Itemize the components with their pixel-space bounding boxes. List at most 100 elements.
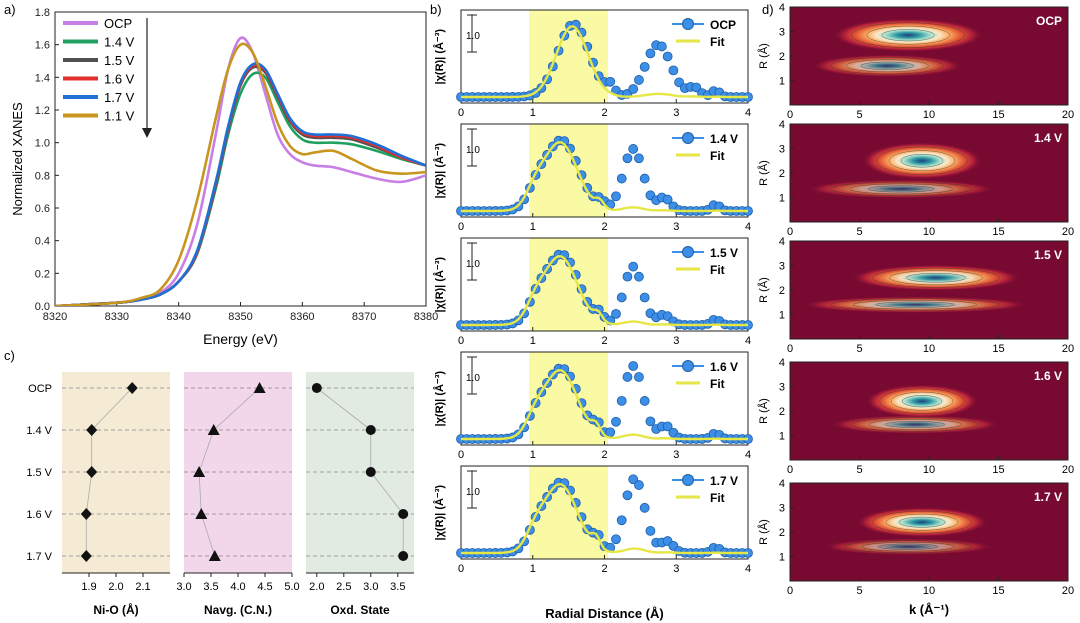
data-point bbox=[639, 292, 650, 303]
x-tick-label: 3.5 bbox=[390, 581, 405, 593]
contour-line bbox=[830, 181, 972, 197]
x-tick-label: 4 bbox=[745, 221, 751, 233]
x-tick-label: 0 bbox=[787, 585, 793, 597]
scale-label: 1.0 bbox=[466, 145, 480, 156]
x-tick-label: 8350 bbox=[228, 311, 252, 323]
data-point bbox=[634, 271, 644, 282]
panel-b-label: b) bbox=[430, 2, 442, 17]
y-tick-label: 3 bbox=[779, 503, 785, 515]
contour-line bbox=[830, 298, 1000, 312]
contour-line bbox=[851, 22, 965, 48]
x-tick-label: 10 bbox=[923, 585, 935, 597]
contour-line bbox=[888, 150, 956, 172]
exafs-subplot: 0 1 2 3 4 |χ(R)| (Å⁻³) 1.0 1.6 V Fit bbox=[433, 351, 753, 461]
x-tick-label: 1 bbox=[530, 563, 536, 575]
fit-window-shade bbox=[529, 124, 609, 217]
y-axis-label: |χ(R)| (Å⁻³) bbox=[433, 143, 446, 199]
x-axis-label: Radial Distance (Å) bbox=[545, 606, 663, 621]
y-axis-label: R (Å) bbox=[757, 398, 770, 424]
fit-line bbox=[461, 141, 748, 213]
contour-line bbox=[875, 301, 955, 308]
y-tick-label: 2 bbox=[779, 406, 785, 418]
y-tick-label: 4 bbox=[779, 119, 785, 131]
y-axis-label: |χ(R)| (Å⁻³) bbox=[433, 257, 446, 313]
wavelet-map: 0 5 10 15 20 1 2 3 4 R (Å) OCP bbox=[757, 2, 1074, 121]
data-marker bbox=[126, 382, 138, 394]
x-tick-label: 1 bbox=[530, 449, 536, 461]
data-point bbox=[657, 41, 667, 52]
fit-line bbox=[461, 483, 748, 555]
fit-line bbox=[461, 24, 748, 99]
data-marker bbox=[86, 466, 98, 478]
data-point bbox=[616, 395, 627, 406]
y-tick-label: 4 bbox=[779, 357, 785, 369]
intensity-blob bbox=[802, 296, 1028, 313]
fit-line bbox=[461, 255, 748, 327]
x-tick-label: 0 bbox=[787, 226, 793, 238]
x-tick-label: 10 bbox=[923, 226, 935, 238]
data-marker bbox=[80, 508, 92, 520]
scale-label: 1.0 bbox=[466, 259, 480, 270]
fit-line bbox=[461, 369, 748, 441]
x-tick-label: 5 bbox=[856, 585, 862, 597]
x-tick-label: 4.0 bbox=[230, 581, 245, 593]
data-point bbox=[668, 65, 679, 76]
fit-window-shade bbox=[529, 238, 609, 331]
x-tick-label: 20 bbox=[1062, 343, 1074, 355]
scale-label: 1.0 bbox=[466, 31, 480, 42]
y-tick-label: 2 bbox=[779, 51, 785, 63]
panel-a: a) 8320 8330 8340 8350 8360 8370 8380 0.0 0.2 0.4 0… bbox=[4, 2, 438, 347]
y-tick-label: 1.4 bbox=[35, 72, 50, 84]
map-title: 1.6 V bbox=[1034, 369, 1062, 383]
data-point bbox=[634, 153, 644, 164]
wavelet-map: 0 5 10 15 20 1 2 3 4 R (Å) 1.7 V bbox=[757, 478, 1074, 597]
category-label: OCP bbox=[28, 383, 52, 395]
data-point bbox=[639, 61, 650, 72]
legend-data-label: OCP bbox=[710, 18, 736, 32]
y-tick-label: 0.2 bbox=[35, 268, 50, 280]
y-tick-label: 1 bbox=[779, 310, 785, 322]
y-axis-label: Normalized XANES bbox=[10, 102, 25, 216]
data-point bbox=[645, 416, 656, 427]
panel-d-label: d) bbox=[762, 2, 774, 17]
data-point bbox=[616, 515, 627, 526]
x-tick-label: 1.9 bbox=[81, 581, 96, 593]
x-tick-label: 0 bbox=[787, 464, 793, 476]
data-marker bbox=[195, 508, 208, 519]
intensity-blob bbox=[807, 179, 996, 199]
data-point bbox=[628, 144, 639, 154]
intensity-blob bbox=[856, 507, 988, 537]
map-title: 1.7 V bbox=[1034, 490, 1062, 504]
intensity-blob bbox=[862, 142, 983, 180]
data-point bbox=[634, 480, 644, 490]
wavelet-map: 0 5 10 15 20 1 2 3 4 R (Å) 1.5 V bbox=[757, 236, 1074, 355]
x-tick-label: 2 bbox=[601, 335, 607, 347]
data-point bbox=[622, 271, 633, 282]
y-tick-label: 3 bbox=[779, 382, 785, 394]
x-tick-label: 10 bbox=[923, 343, 935, 355]
contour-line bbox=[885, 421, 945, 428]
y-tick-label: 1.2 bbox=[35, 105, 50, 117]
x-tick-label: 0 bbox=[458, 335, 464, 347]
legend-fit-label: Fit bbox=[710, 263, 725, 277]
legend-label: 1.7 V bbox=[104, 90, 135, 105]
data-point bbox=[611, 534, 621, 545]
y-axis-label: R (Å) bbox=[757, 519, 770, 545]
data-marker bbox=[80, 550, 92, 562]
data-point bbox=[634, 75, 644, 85]
data-point bbox=[634, 372, 644, 382]
contour-line bbox=[879, 388, 965, 414]
legend-data-marker bbox=[682, 246, 694, 258]
category-label: 1.5 V bbox=[26, 467, 52, 479]
fit-window-shade bbox=[529, 466, 609, 559]
contour-line bbox=[889, 270, 983, 286]
x-tick-label: 2 bbox=[601, 449, 607, 461]
y-tick-label: 0.6 bbox=[35, 203, 50, 215]
scale-label: 1.0 bbox=[466, 373, 480, 384]
map-title: OCP bbox=[1036, 14, 1062, 28]
legend-data-label: 1.7 V bbox=[710, 474, 738, 488]
y-tick-label: 0.4 bbox=[35, 236, 50, 248]
x-tick-label: 1 bbox=[530, 107, 536, 119]
data-point bbox=[645, 48, 656, 59]
